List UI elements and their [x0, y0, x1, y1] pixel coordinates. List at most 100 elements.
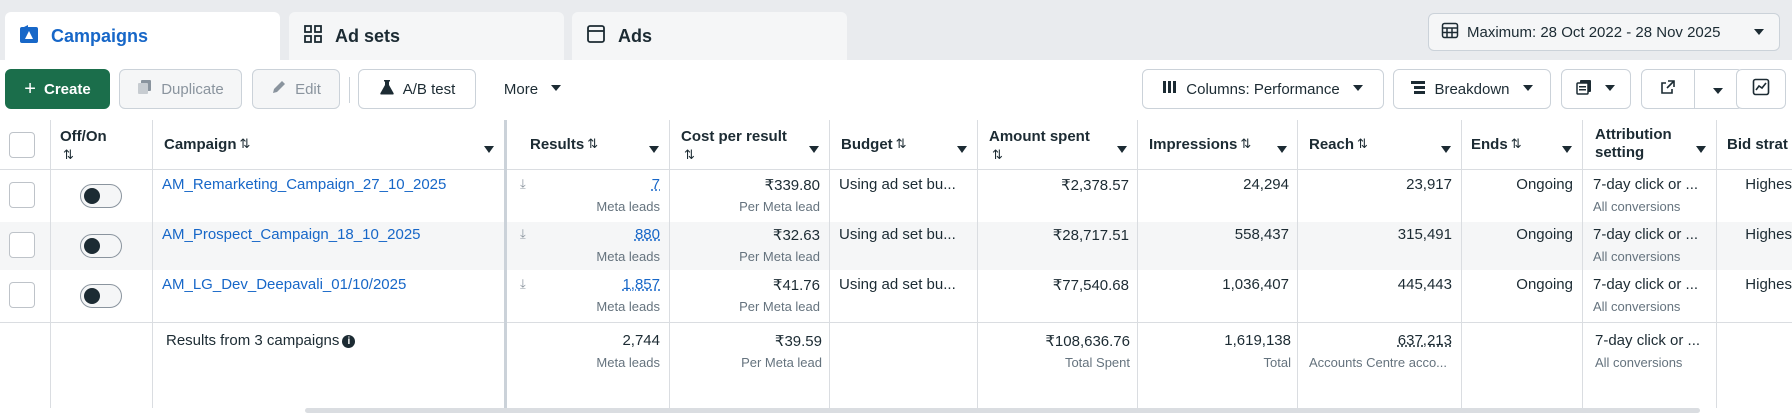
- results-value[interactable]: 7: [651, 176, 660, 193]
- column-header-amount-spent[interactable]: Amount spent ⇅: [989, 120, 1137, 168]
- chevron-down-icon[interactable]: [649, 141, 659, 158]
- horizontal-scrollbar[interactable]: [305, 408, 1700, 413]
- col-divider: [1461, 120, 1462, 408]
- columns-dropdown[interactable]: Columns: Performance: [1142, 69, 1384, 109]
- bid-strategy-value: Highes: [1745, 276, 1792, 293]
- cost-unit: Per Meta lead: [739, 249, 820, 264]
- column-header-attribution[interactable]: Attribution setting: [1595, 120, 1716, 168]
- attribution-value: 7-day click or ...: [1593, 226, 1699, 243]
- plus-icon: +: [24, 78, 36, 100]
- chevron-down-icon[interactable]: [484, 141, 494, 158]
- more-label: More: [503, 80, 539, 98]
- col-divider: [669, 120, 670, 408]
- summary-impressions-unit: Total: [1263, 355, 1291, 370]
- campaign-name-link[interactable]: AM_Prospect_Campaign_18_10_2025: [162, 226, 421, 243]
- column-header-bid-strategy[interactable]: Bid strat: [1727, 120, 1792, 168]
- campaign-toggle[interactable]: [80, 184, 122, 208]
- sort-icon: ⇅: [239, 136, 251, 151]
- column-header-campaign[interactable]: Campaign ⇅: [164, 120, 504, 168]
- cost-value: ₹41.76: [772, 277, 820, 294]
- chevron-down-icon[interactable]: [809, 141, 819, 159]
- tab-label: Ad sets: [335, 25, 401, 46]
- chevron-down-icon[interactable]: [1696, 141, 1706, 159]
- duplicate-button[interactable]: Duplicate: [119, 69, 242, 109]
- attribution-sub: All conversions: [1593, 299, 1681, 314]
- col-divider: [1716, 120, 1717, 408]
- col-divider: [1297, 120, 1298, 408]
- amount-spent-value: ₹28,717.51: [1052, 227, 1129, 244]
- toggle-knob: [84, 238, 100, 254]
- breakdown-icon: [1410, 79, 1426, 99]
- campaign-toggle[interactable]: [80, 284, 122, 308]
- campaign-toggle[interactable]: [80, 234, 122, 258]
- summary-cost-unit: Per Meta lead: [741, 355, 822, 370]
- chevron-down-icon: [1352, 81, 1364, 98]
- frozen-col-divider: [504, 120, 507, 408]
- column-header-off-on[interactable]: Off/On ⇅: [60, 120, 150, 168]
- column-header-cost-per-result[interactable]: Cost per result ⇅: [681, 120, 829, 168]
- attribution-value: 7-day click or ...: [1593, 276, 1699, 293]
- select-all-checkbox[interactable]: [9, 132, 35, 158]
- charts-toggle-button[interactable]: [1736, 69, 1786, 109]
- summary-attribution-sub: All conversions: [1595, 355, 1683, 370]
- column-header-ends[interactable]: Ends ⇅: [1471, 120, 1582, 168]
- cost-value: ₹339.80: [764, 177, 820, 194]
- chevron-down-icon[interactable]: [1277, 141, 1287, 158]
- header-label: Results: [530, 135, 585, 153]
- toggle-knob: [84, 188, 100, 204]
- summary-reach[interactable]: 637,213: [1397, 332, 1452, 349]
- download-icon[interactable]: ⤓: [520, 176, 526, 191]
- budget-value: Using ad set bu...: [839, 276, 956, 293]
- sort-icon: ⇅: [1510, 136, 1522, 151]
- campaign-name-link[interactable]: AM_LG_Dev_Deepavali_01/10/2025: [162, 276, 407, 293]
- export-button[interactable]: [1641, 69, 1743, 109]
- chevron-down-icon[interactable]: [1117, 141, 1127, 159]
- sort-icon: ⇅: [895, 136, 907, 151]
- download-icon[interactable]: ⤓: [520, 276, 526, 291]
- chevron-down-icon: [1522, 81, 1534, 98]
- chevron-down-icon[interactable]: [1562, 141, 1572, 158]
- chevron-down-icon[interactable]: [1441, 141, 1451, 158]
- ends-value: Ongoing: [1516, 176, 1573, 193]
- row-checkbox[interactable]: [9, 232, 35, 258]
- info-icon[interactable]: i: [342, 335, 356, 348]
- summary-results: 2,744: [622, 332, 660, 349]
- col-divider: [1582, 120, 1583, 408]
- toolbar: + Create Duplicate Edit A/B test More Co…: [0, 60, 1792, 120]
- column-header-budget[interactable]: Budget ⇅: [841, 120, 977, 168]
- chevron-down-icon[interactable]: [1712, 84, 1724, 101]
- breakdown-dropdown[interactable]: Breakdown: [1393, 69, 1551, 109]
- ab-test-button[interactable]: A/B test: [358, 69, 476, 109]
- header-label: Ends: [1471, 135, 1508, 153]
- tab-campaigns[interactable]: Campaigns: [5, 12, 280, 60]
- results-value[interactable]: 1,857: [622, 276, 660, 293]
- tab-ads[interactable]: Ads: [572, 12, 847, 60]
- chevron-down-icon[interactable]: [957, 141, 967, 158]
- reports-dropdown[interactable]: [1561, 69, 1631, 109]
- column-header-impressions[interactable]: Impressions ⇅: [1149, 120, 1297, 168]
- edit-button[interactable]: Edit: [252, 69, 340, 109]
- date-range-picker[interactable]: Maximum: 28 Oct 2022 - 28 Nov 2025: [1428, 13, 1780, 51]
- flask-icon: [379, 79, 395, 99]
- sort-icon: ⇅: [63, 147, 74, 162]
- column-header-results[interactable]: Results ⇅: [530, 120, 669, 168]
- create-button[interactable]: + Create: [5, 69, 110, 109]
- more-dropdown[interactable]: More: [488, 69, 578, 109]
- row-checkbox[interactable]: [9, 282, 35, 308]
- tab-ad-sets[interactable]: Ad sets: [289, 12, 564, 60]
- create-label: Create: [43, 80, 91, 98]
- ads-window-icon: [586, 24, 606, 49]
- split-divider: [1694, 70, 1695, 108]
- reach-value: 315,491: [1397, 226, 1452, 243]
- line-chart-icon: [1752, 78, 1770, 100]
- campaign-name-link[interactable]: AM_Remarketing_Campaign_27_10_2025: [162, 176, 447, 193]
- export-icon: [1660, 79, 1676, 99]
- summary-divider: [0, 322, 1792, 323]
- results-value[interactable]: 880: [634, 226, 660, 243]
- edit-label: Edit: [295, 80, 321, 98]
- download-icon[interactable]: ⤓: [520, 226, 526, 241]
- column-header-reach[interactable]: Reach ⇅: [1309, 120, 1461, 168]
- row-checkbox[interactable]: [9, 182, 35, 208]
- summary-amount-spent-unit: Total Spent: [1064, 355, 1130, 370]
